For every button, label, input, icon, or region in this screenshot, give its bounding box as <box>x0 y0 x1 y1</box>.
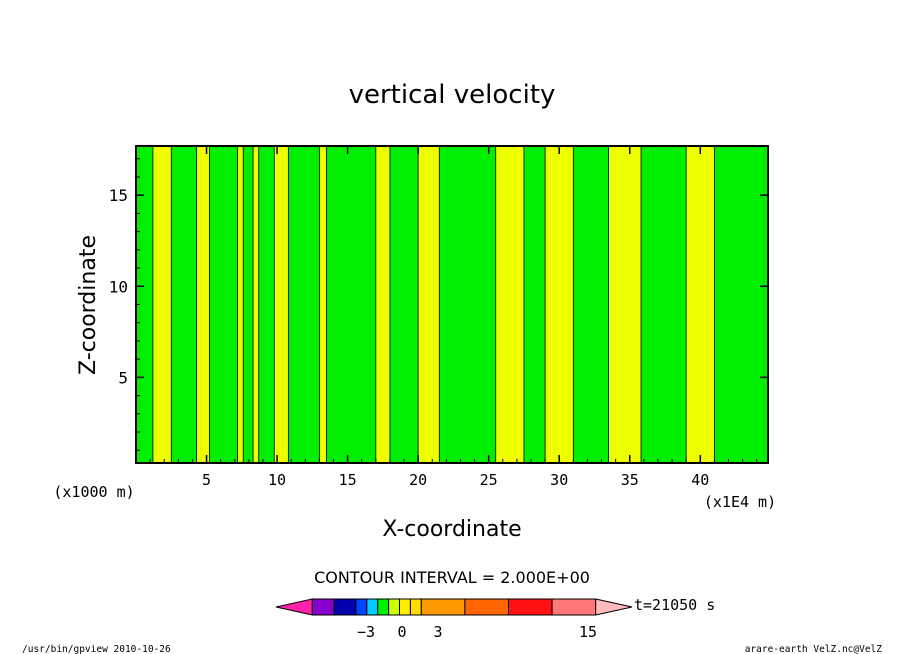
contour-region-negative <box>326 145 377 464</box>
contour-region-negative <box>640 145 687 464</box>
contour-region-negative <box>389 145 419 464</box>
contour-region-negative <box>242 145 254 464</box>
y-tick-label: 10 <box>109 277 128 296</box>
contour-region-negative <box>523 145 546 464</box>
x-axis-label: X-coordinate <box>382 517 521 542</box>
y-axis-unit: (x1000 m) <box>53 483 134 501</box>
colorbar-segment <box>420 598 466 616</box>
colorbar-segment <box>409 598 422 616</box>
colorbar-segment <box>399 598 411 616</box>
colorbar-segment <box>507 598 553 616</box>
colorbar-label: 15 <box>579 623 597 641</box>
contour-interval-text: CONTOUR INTERVAL = 2.000E+00 <box>314 568 590 587</box>
colorbar-segment <box>464 598 509 616</box>
x-tick-label: 20 <box>409 471 427 489</box>
contour-region-negative <box>438 145 497 464</box>
colorbar-label: 0 <box>397 623 406 641</box>
contour-region-negative <box>713 145 769 464</box>
colorbar-segment <box>311 598 335 616</box>
contour-region-negative <box>287 145 320 464</box>
colorbar: −3 0 3 15 <box>275 598 633 641</box>
colorbar-segment <box>377 598 390 616</box>
y-tick-label: 5 <box>118 368 128 387</box>
plot-area <box>135 145 769 464</box>
x-tick-label: 10 <box>268 471 286 489</box>
x-tick-label: 15 <box>339 471 357 489</box>
y-axis-label: Z-coordinate <box>76 235 101 375</box>
colorbar-segment <box>366 598 379 616</box>
colorbar-segment <box>595 598 633 616</box>
x-axis-unit: (x1E4 m) <box>704 493 776 511</box>
footer-right: arare-earth_VelZ.nc@VelZ <box>745 644 883 654</box>
contour-region-negative <box>258 145 275 464</box>
contour-region-negative <box>170 145 198 464</box>
colorbar-segment <box>355 598 368 616</box>
footer-left: /usr/bin/gpview 2010-10-26 <box>22 644 171 654</box>
colorbar-label: −3 <box>357 623 375 641</box>
x-tick-label: 25 <box>480 471 498 489</box>
y-tick-label: 15 <box>109 186 128 205</box>
x-axis-ticks: 5 10 15 20 25 30 35 40 <box>149 146 758 489</box>
x-tick-label: 35 <box>621 471 639 489</box>
x-tick-label: 5 <box>202 471 211 489</box>
colorbar-segment <box>275 598 313 616</box>
x-tick-label: 30 <box>550 471 568 489</box>
y-axis-ticks: 5 10 15 <box>109 158 768 451</box>
x-tick-label: 40 <box>691 471 709 489</box>
contour-region-negative <box>572 145 609 464</box>
colorbar-segment <box>388 598 401 616</box>
chart-title: vertical velocity <box>349 80 556 110</box>
colorbar-label: 3 <box>433 623 442 641</box>
colorbar-segment <box>333 598 357 616</box>
contour-region-negative <box>208 145 238 464</box>
colorbar-segment <box>551 598 597 616</box>
time-text: t=21050 s <box>634 596 715 614</box>
